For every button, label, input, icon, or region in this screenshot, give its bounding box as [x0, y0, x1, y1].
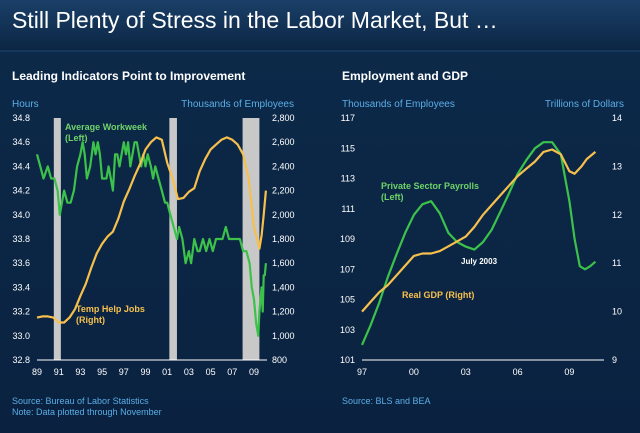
title-bar: Still Plenty of Stress in the Labor Mark…: [0, 0, 640, 52]
right-y-tick: 1,200: [272, 307, 295, 317]
right-y-tick: 1,400: [272, 282, 295, 292]
left-note: Note: Data plotted through November: [12, 407, 162, 417]
right-y-tick: 2,600: [272, 137, 295, 147]
x-tick: 00: [409, 367, 419, 377]
x-tick: 03: [461, 367, 471, 377]
left-chart-left-unit: Hours: [12, 99, 39, 110]
x-tick: 09: [249, 367, 259, 377]
left-y-tick: 34.6: [12, 137, 30, 147]
left-y-tick: 32.8: [12, 355, 30, 365]
right-y-tick: 11: [612, 258, 621, 268]
right-y-tick: 2,200: [272, 186, 295, 196]
right-y-tick: 10: [612, 307, 622, 317]
right-y-tick: 2,400: [272, 161, 295, 171]
x-tick: 91: [54, 367, 64, 377]
left-y-tick: 111: [341, 204, 355, 214]
left-y-tick: 113: [341, 174, 355, 184]
series-line-average-workweek: [35, 141, 267, 337]
right-chart-left-unit: Thousands of Employees: [342, 99, 455, 110]
label-average-workweek-axis: (Left): [65, 133, 88, 143]
left-y-tick: 109: [340, 234, 355, 244]
left-y-tick: 33.4: [12, 282, 30, 292]
right-chart-title: Employment and GDP: [342, 69, 468, 83]
x-tick: 01: [162, 367, 172, 377]
left-y-tick: 33.6: [12, 258, 30, 268]
right-source: Source: BLS and BEA: [342, 396, 431, 406]
x-tick: 09: [564, 367, 574, 377]
x-tick: 95: [97, 367, 107, 377]
label-temp-help-jobs-axis: (Right): [76, 315, 105, 325]
left-y-tick: 34.4: [12, 161, 30, 171]
series-line-real-gdp: [361, 148, 597, 313]
slide-title: Still Plenty of Stress in the Labor Mark…: [12, 7, 498, 33]
left-y-tick: 33.8: [12, 234, 30, 244]
left-y-tick: 101: [340, 355, 355, 365]
left-y-tick: 107: [340, 264, 355, 274]
left-y-tick: 115: [341, 143, 355, 153]
label-private-sector-payrolls: Private Sector Payrolls: [381, 181, 479, 191]
left-chart-title: Leading Indicators Point to Improvement: [12, 69, 245, 83]
annotation-july-2003: July 2003: [461, 257, 498, 266]
left-y-tick: 117: [341, 113, 355, 123]
right-y-tick: 12: [612, 210, 622, 220]
label-average-workweek: Average Workweek: [65, 122, 148, 132]
x-tick: 97: [119, 367, 129, 377]
right-y-tick: 2,800: [272, 113, 295, 123]
recession-band-2: [169, 118, 177, 360]
left-y-tick: 34.0: [12, 210, 30, 220]
x-tick: 93: [75, 367, 85, 377]
x-tick: 03: [184, 367, 194, 377]
right-y-tick: 1,800: [272, 234, 295, 244]
label-real-gdp: Real GDP (Right): [402, 290, 474, 300]
right-y-tick: 14: [612, 113, 622, 123]
x-tick: 97: [357, 367, 367, 377]
recession-band-3: [242, 118, 260, 360]
left-y-tick: 34.8: [12, 113, 30, 123]
label-temp-help-jobs: Temp Help Jobs: [76, 304, 145, 314]
right-y-tick: 13: [612, 161, 622, 171]
left-y-tick: 103: [340, 325, 355, 335]
recession-band-1: [53, 118, 61, 360]
right-y-tick: 9: [612, 355, 617, 365]
x-tick: 07: [227, 367, 237, 377]
left-y-tick: 34.2: [12, 186, 30, 196]
left-chart-right-unit: Thousands of Employees: [181, 99, 294, 110]
x-tick: 06: [513, 367, 523, 377]
right-y-tick: 2,000: [272, 210, 295, 220]
x-tick: 99: [140, 367, 150, 377]
right-y-tick: 800: [272, 355, 287, 365]
right-y-tick: 1,000: [272, 331, 295, 341]
series-line-private-sector-payrolls: [360, 141, 597, 346]
x-tick: 89: [32, 367, 42, 377]
label-private-sector-payrolls-axis: (Left): [381, 192, 404, 202]
x-tick: 05: [206, 367, 216, 377]
left-y-tick: 105: [340, 295, 355, 305]
series-line-temp-help-jobs: [36, 136, 267, 324]
right-y-tick: 1,600: [272, 258, 295, 268]
left-source: Source: Bureau of Labor Statistics: [12, 396, 149, 406]
left-y-tick: 33.0: [12, 331, 30, 341]
right-chart-right-unit: Trillions of Dollars: [545, 99, 624, 110]
left-y-tick: 33.2: [12, 307, 30, 317]
